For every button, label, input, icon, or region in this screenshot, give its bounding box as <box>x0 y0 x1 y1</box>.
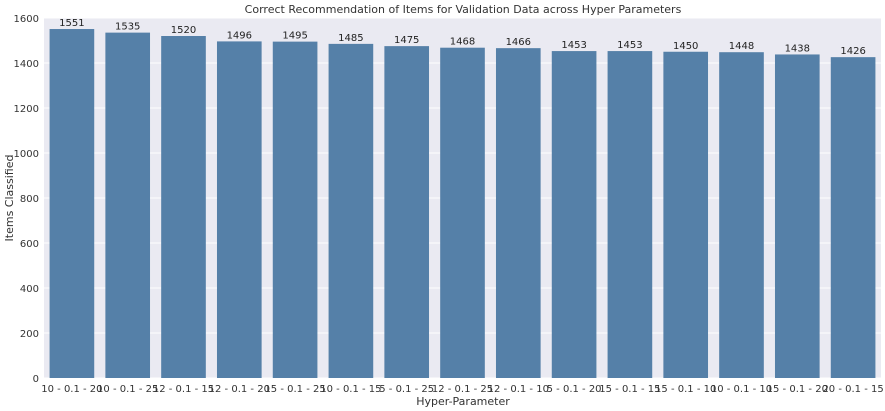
bar <box>216 41 262 379</box>
x-tick-label: 10 - 0.1 - 25 <box>97 384 158 395</box>
x-tick-label: 5 - 0.1 - 25 <box>379 384 434 395</box>
x-tick-label: 10 - 0.1 - 10 <box>711 384 772 395</box>
data-labels: 1551 1535 1520 1496 1495 1485 1475 1468 1466 1453… <box>59 18 866 57</box>
bar <box>551 51 597 378</box>
x-tick-label: 15 - 0.1 - 20 <box>767 384 828 395</box>
bar-value-label: 1535 <box>115 22 140 33</box>
bar-value-label: 1438 <box>785 43 810 54</box>
y-tick-label: 1600 <box>14 14 39 25</box>
bar <box>161 36 206 378</box>
y-tick-label: 400 <box>20 284 39 295</box>
x-tick-label: 15 - 0.1 - 15 <box>599 384 660 395</box>
x-tick-label: 5 - 0.1 - 20 <box>547 384 602 395</box>
x-tick-label: 15 - 0.1 - 25 <box>264 384 325 395</box>
bar <box>719 52 764 378</box>
y-tick-label: 1400 <box>14 59 39 70</box>
bar <box>384 46 430 378</box>
bar-value-label: 1466 <box>506 37 531 48</box>
bar <box>328 43 374 378</box>
bar <box>49 29 95 379</box>
bar-value-label: 1453 <box>617 40 642 51</box>
bar-value-label: 1485 <box>338 33 363 44</box>
y-tick-label: 800 <box>20 194 39 205</box>
y-tick-label: 200 <box>20 329 39 340</box>
bar <box>495 48 541 379</box>
y-tick-label: 0 <box>33 374 39 385</box>
bar-value-label: 1475 <box>394 35 419 46</box>
bar-value-label: 1495 <box>282 31 307 42</box>
y-axis-label: Items Classified <box>3 155 16 242</box>
bar-value-label: 1426 <box>840 46 865 57</box>
x-tick-label: 15 - 0.1 - 10 <box>655 384 716 395</box>
x-tick-label: 12 - 0.1 - 15 <box>153 384 214 395</box>
bar <box>830 57 876 379</box>
bars <box>49 29 876 379</box>
x-tick-label: 20 - 0.1 - 15 <box>822 384 883 395</box>
bar <box>663 51 709 378</box>
bar-value-label: 1551 <box>59 18 84 29</box>
chart-title: Correct Recommendation of Items for Vali… <box>245 3 682 16</box>
x-tick-label: 10 - 0.1 - 20 <box>41 384 102 395</box>
bar <box>105 32 151 378</box>
x-tick-label: 12 - 0.1 - 25 <box>432 384 493 395</box>
bar-value-label: 1520 <box>171 25 196 36</box>
bar-value-label: 1496 <box>227 30 252 41</box>
x-tick-label: 12 - 0.1 - 10 <box>488 384 549 395</box>
bar-value-label: 1453 <box>561 40 586 51</box>
bar <box>440 47 485 378</box>
x-axis-label: Hyper-Parameter <box>416 395 510 408</box>
bar-value-label: 1450 <box>673 41 698 52</box>
x-tick-label: 12 - 0.1 - 20 <box>209 384 270 395</box>
y-tick-label: 600 <box>20 239 39 250</box>
bar <box>774 54 820 378</box>
x-tick-label: 10 - 0.1 - 15 <box>320 384 381 395</box>
bar-value-label: 1448 <box>729 41 754 52</box>
y-tick-label: 1000 <box>14 149 39 160</box>
y-tick-label: 1200 <box>14 104 39 115</box>
bar <box>272 41 318 378</box>
bar <box>607 51 653 378</box>
y-axis-ticks: 0 200 400 600 800 1000 1200 1400 1600 <box>14 14 39 385</box>
bar-value-label: 1468 <box>450 37 475 48</box>
